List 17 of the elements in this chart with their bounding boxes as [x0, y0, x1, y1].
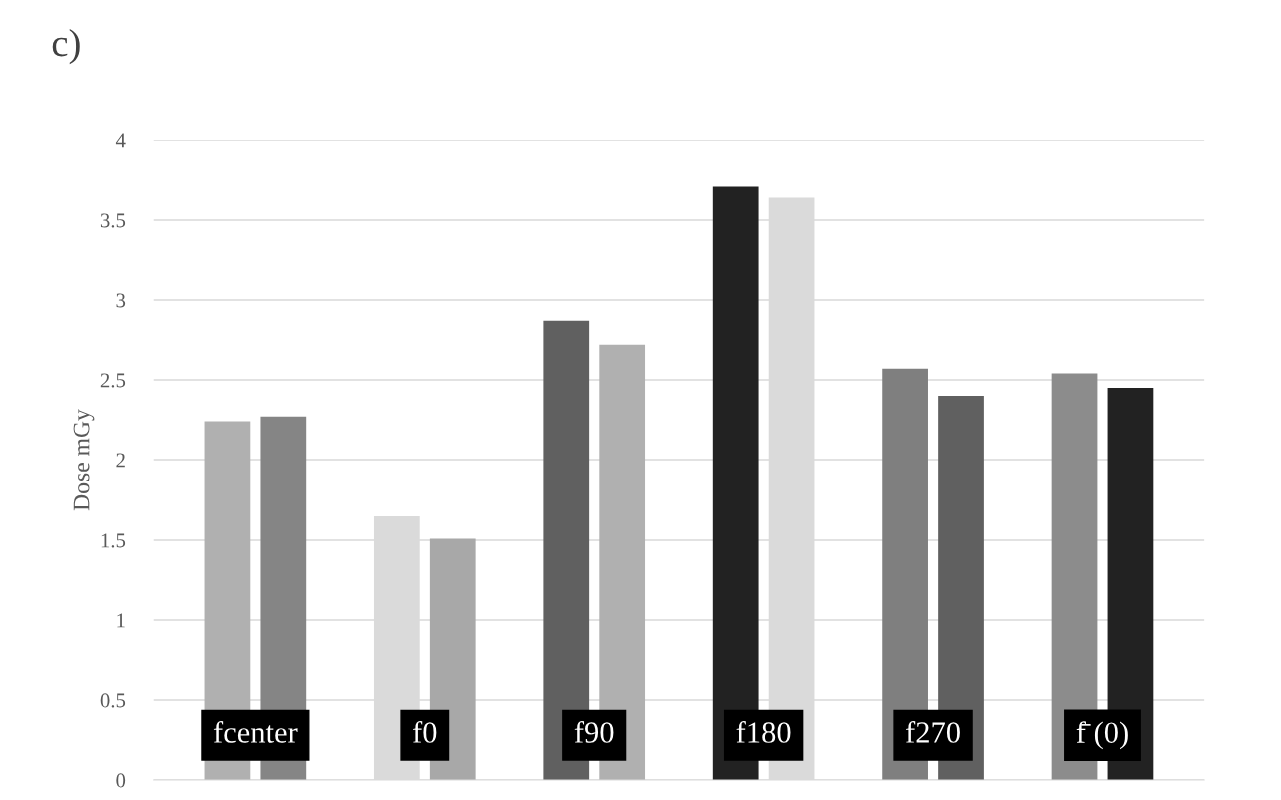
x-tick-label: f180	[736, 721, 791, 743]
x-tick-label: f̄ (0)	[1076, 721, 1128, 750]
y-tick-label: 0.5	[100, 693, 126, 708]
y-tick-label: 3.5	[100, 213, 126, 228]
x-tick-label: f0	[413, 721, 437, 743]
x-tick-label: fcenter	[213, 721, 298, 743]
y-tick-label: 0	[116, 773, 126, 788]
y-tick-label: 2.5	[100, 373, 126, 388]
chart-title: c)	[52, 29, 80, 65]
y-tick-label: 1	[117, 613, 125, 628]
y-axis-title: Dose mGy	[73, 409, 95, 511]
y-tick-label: 2	[116, 453, 125, 468]
y-tick-label: 4	[115, 133, 126, 148]
y-tick-label: 1.5	[101, 533, 126, 548]
x-tick-label: f90	[574, 721, 614, 743]
y-tick-label: 3	[116, 293, 126, 308]
x-tick-label: f270	[906, 721, 960, 743]
